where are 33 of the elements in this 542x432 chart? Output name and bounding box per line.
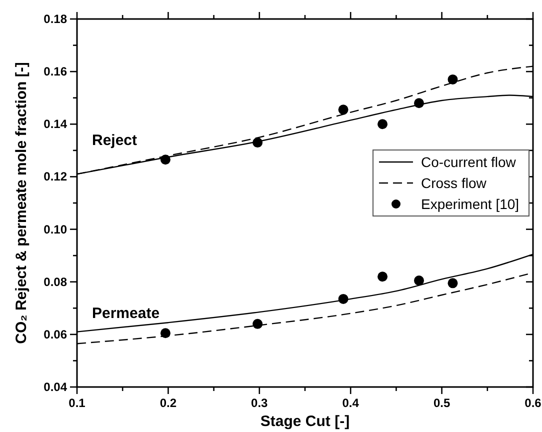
y-tick-label: 0.10: [44, 222, 68, 236]
point: [378, 272, 388, 282]
point: [252, 138, 263, 148]
x-tick-label: 0.2: [160, 396, 177, 410]
legend-label: Cross flow: [421, 175, 488, 191]
y-tick-label: 0.16: [44, 64, 68, 79]
point: [448, 74, 458, 84]
point: [338, 104, 348, 115]
point: [160, 154, 170, 165]
y-tick-label: 0.04: [44, 380, 68, 394]
point: [414, 98, 424, 108]
annotation: Permeate: [92, 305, 160, 322]
y-tick-label: 0.08: [44, 274, 68, 289]
point: [338, 294, 348, 304]
point: [160, 328, 170, 338]
point: [252, 318, 263, 329]
y-tick-label: 0.18: [44, 12, 68, 26]
x-tick-label: 0.1: [68, 396, 86, 410]
y-tick-label: 0.06: [44, 327, 68, 342]
y-axis-title: CO₂ Reject & permeate mole fraction [-]: [13, 62, 30, 344]
x-axis-title: Stage Cut [-]: [260, 413, 350, 430]
legend-label: Co-current flow: [421, 154, 517, 170]
annotation: Reject: [92, 132, 138, 149]
x-tick-label: 0.6: [524, 396, 542, 410]
x-tick-label: 0.4: [342, 396, 360, 410]
point: [448, 278, 458, 288]
point: [414, 276, 424, 286]
y-tick-label: 0.12: [44, 170, 68, 184]
x-tick-label: 0.3: [251, 396, 268, 410]
x-tick-label: 0.5: [433, 396, 450, 410]
y-tick-label: 0.14: [44, 117, 68, 132]
legend-label: Experiment [10]: [421, 196, 520, 212]
point: [378, 119, 388, 130]
